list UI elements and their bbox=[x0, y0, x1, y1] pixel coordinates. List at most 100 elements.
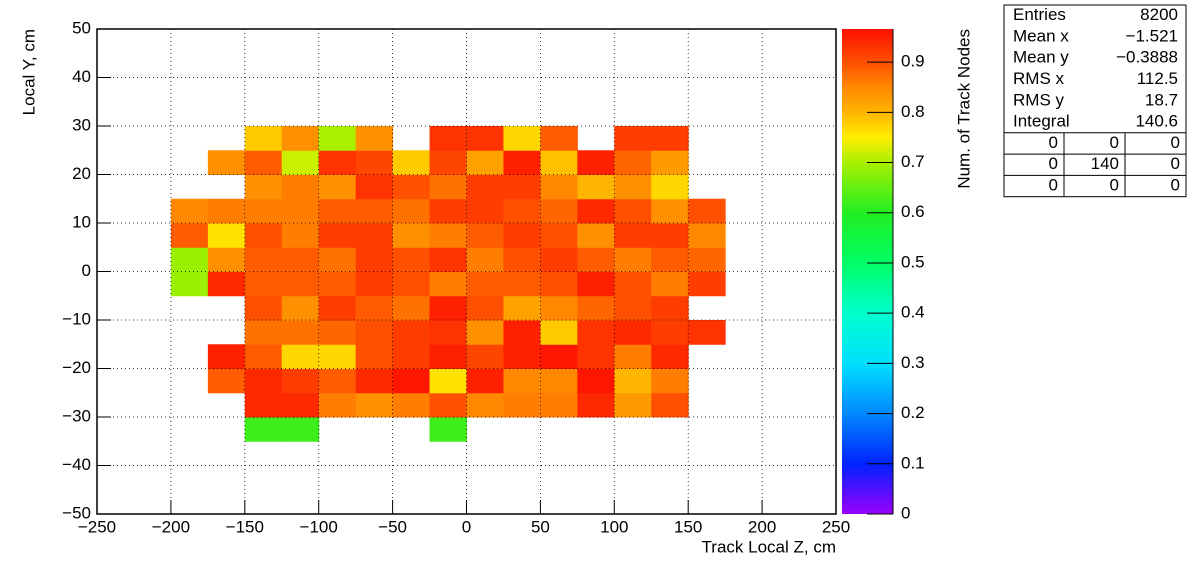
heat-cell bbox=[466, 223, 504, 248]
heat-cell bbox=[577, 368, 615, 394]
heat-cell bbox=[392, 295, 431, 321]
heat-cell bbox=[503, 198, 541, 224]
heat-cell bbox=[244, 392, 283, 418]
heat-cell bbox=[429, 320, 467, 345]
heat-cell bbox=[651, 392, 689, 418]
heat-cell bbox=[429, 247, 467, 272]
heat-cell bbox=[503, 223, 541, 248]
z-tick-label: 0.5 bbox=[901, 252, 925, 271]
heat-cell bbox=[651, 174, 689, 200]
heat-cell bbox=[577, 198, 615, 224]
heat-cell bbox=[318, 392, 357, 418]
heat-cell bbox=[244, 368, 283, 394]
heat-cell bbox=[429, 150, 467, 175]
heat-cell bbox=[244, 150, 283, 175]
z-tick-label: 0.9 bbox=[901, 52, 925, 71]
heat-cell bbox=[355, 150, 394, 175]
heat-cell bbox=[651, 223, 689, 248]
heat-cell bbox=[614, 247, 652, 272]
x-tick-label: 150 bbox=[674, 517, 702, 536]
x-tick-label: 250 bbox=[822, 517, 850, 536]
heat-cell bbox=[281, 320, 320, 345]
heat-cell bbox=[466, 126, 504, 151]
heat-cell bbox=[540, 223, 578, 248]
x-tick-label: −50 bbox=[378, 517, 407, 536]
stats-cell: 0 bbox=[1110, 176, 1119, 195]
heat-cell bbox=[429, 271, 467, 297]
z-tick-label: 0.3 bbox=[901, 353, 925, 372]
heat-cell bbox=[355, 223, 394, 248]
heat-cell bbox=[244, 344, 283, 369]
stats-label: RMS x bbox=[1013, 69, 1065, 88]
z-tick-label: 0.7 bbox=[901, 152, 925, 171]
stats-cell: 0 bbox=[1049, 133, 1058, 152]
heat-cell bbox=[392, 198, 431, 224]
heat-cell bbox=[466, 295, 504, 321]
heat-cell bbox=[244, 126, 283, 151]
heat-cell bbox=[281, 295, 320, 321]
heat-cell bbox=[207, 247, 246, 272]
heat-cell bbox=[651, 150, 689, 175]
heat-cell bbox=[688, 271, 726, 297]
heat-cell bbox=[614, 271, 652, 297]
heat-cell bbox=[429, 223, 467, 248]
heat-cell bbox=[392, 271, 431, 297]
heat-cell bbox=[466, 198, 504, 224]
heat-cell bbox=[466, 392, 504, 418]
heat-cell bbox=[540, 295, 578, 321]
heat-cell bbox=[170, 247, 209, 272]
heat-cell bbox=[355, 174, 394, 200]
y-tick-label: −50 bbox=[62, 503, 91, 522]
stats-label: Mean x bbox=[1013, 26, 1069, 45]
stats-value: 140.6 bbox=[1135, 112, 1178, 131]
heat-cell bbox=[392, 392, 431, 418]
heat-cell bbox=[503, 174, 541, 200]
heat-cell bbox=[318, 150, 357, 175]
heat-cell bbox=[244, 223, 283, 248]
heat-cell bbox=[540, 344, 578, 369]
stats-value: 8200 bbox=[1140, 5, 1178, 24]
heat-cell bbox=[503, 247, 541, 272]
heat-cell bbox=[429, 198, 467, 224]
x-tick-label: −250 bbox=[78, 517, 116, 536]
heat-cell bbox=[318, 368, 357, 394]
heat-cell bbox=[651, 126, 689, 151]
heat-cell bbox=[614, 320, 652, 345]
heat-cell bbox=[355, 295, 394, 321]
heat-cell bbox=[318, 223, 357, 248]
heat-cell bbox=[318, 247, 357, 272]
heat-cell bbox=[540, 320, 578, 345]
heat-cell bbox=[392, 174, 431, 200]
heat-cell bbox=[281, 392, 320, 418]
y-tick-label: 20 bbox=[72, 164, 91, 183]
heat-cell bbox=[651, 295, 689, 321]
heat-cell bbox=[540, 198, 578, 224]
heat-cell bbox=[281, 344, 320, 369]
heat-cell bbox=[244, 174, 283, 200]
y-tick-label: 0 bbox=[82, 261, 91, 280]
stats-cell: 0 bbox=[1049, 176, 1058, 195]
heat-cell bbox=[355, 344, 394, 369]
heat-cell bbox=[429, 392, 467, 418]
stats-label: Integral bbox=[1013, 112, 1070, 131]
heat-cell bbox=[651, 368, 689, 394]
stats-box bbox=[1003, 4, 1187, 198]
heat-cell bbox=[503, 368, 541, 394]
heat-cell bbox=[207, 198, 246, 224]
y-axis-title: Local Y, cm bbox=[19, 29, 38, 115]
heat-cell bbox=[281, 150, 320, 175]
heat-cell bbox=[466, 344, 504, 369]
heat-cell bbox=[577, 320, 615, 345]
heat-cell bbox=[355, 247, 394, 272]
stats-cell: 0 bbox=[1049, 154, 1058, 173]
heat-cell bbox=[577, 223, 615, 248]
y-tick-label: 40 bbox=[72, 67, 91, 86]
heat-cell bbox=[244, 320, 283, 345]
heat-cell bbox=[577, 247, 615, 272]
heat-cell bbox=[429, 126, 467, 151]
heat-cell bbox=[466, 174, 504, 200]
heat-cell bbox=[614, 150, 652, 175]
heat-cell bbox=[281, 247, 320, 272]
heat-cell bbox=[281, 417, 320, 442]
heat-cell bbox=[466, 320, 504, 345]
